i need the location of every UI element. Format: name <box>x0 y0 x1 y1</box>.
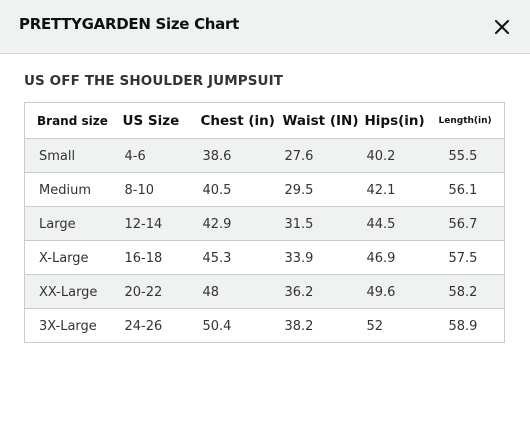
table-cell: 55.5 <box>434 138 505 173</box>
column-header: Chest (in) <box>188 102 275 139</box>
table-cell: 33.9 <box>270 240 353 275</box>
table-cell: 27.6 <box>270 138 353 173</box>
table-cell: Large <box>24 206 111 241</box>
table-cell: 50.4 <box>188 308 271 343</box>
table-cell: 44.5 <box>352 206 435 241</box>
table-cell: 4-6 <box>110 138 189 173</box>
table-cell: 57.5 <box>434 240 505 275</box>
column-header: Brand size <box>24 102 111 139</box>
table-cell: 24-26 <box>110 308 189 343</box>
column-header: US Size <box>110 102 189 139</box>
column-header: Hips(in) <box>352 102 435 139</box>
size-chart-table: Brand size US Size Chest (in) Waist (IN)… <box>24 102 505 343</box>
table-cell: 58.2 <box>434 274 505 309</box>
table-row: XX-Large 20-22 48 36.2 49.6 58.2 <box>24 274 505 309</box>
modal-title: PRETTYGARDEN Size Chart <box>19 15 239 33</box>
table-cell: 40.2 <box>352 138 435 173</box>
column-header: Waist (IN) <box>270 102 359 139</box>
table-cell: 31.5 <box>270 206 353 241</box>
table-cell: 56.1 <box>434 172 505 207</box>
table-row: Medium 8-10 40.5 29.5 42.1 56.1 <box>24 172 505 207</box>
table-cell: 36.2 <box>270 274 353 309</box>
table-cell: 12-14 <box>110 206 189 241</box>
table-cell: 48 <box>188 274 271 309</box>
table-cell: 16-18 <box>110 240 189 275</box>
table-cell: 38.2 <box>270 308 353 343</box>
table-row: Large 12-14 42.9 31.5 44.5 56.7 <box>24 206 505 241</box>
modal-header: PRETTYGARDEN Size Chart <box>0 0 530 54</box>
table-row: Small 4-6 38.6 27.6 40.2 55.5 <box>24 138 505 173</box>
table-cell: 20-22 <box>110 274 189 309</box>
table-cell: 56.7 <box>434 206 505 241</box>
table-cell: 46.9 <box>352 240 435 275</box>
column-header: Length(in) <box>434 102 505 139</box>
table-cell: 45.3 <box>188 240 271 275</box>
section-title: US OFF THE SHOULDER JUMPSUIT <box>24 73 284 89</box>
table-cell: 42.1 <box>352 172 435 207</box>
table-cell: 49.6 <box>352 274 435 309</box>
table-cell: Medium <box>24 172 111 207</box>
table-cell: 40.5 <box>188 172 271 207</box>
table-cell: Small <box>24 138 111 173</box>
table-cell: 3X-Large <box>24 308 111 343</box>
table-cell: 8-10 <box>110 172 189 207</box>
table-cell: 42.9 <box>188 206 271 241</box>
table-cell: 38.6 <box>188 138 271 173</box>
table-cell: XX-Large <box>24 274 111 309</box>
close-button[interactable] <box>489 14 515 40</box>
table-cell: 29.5 <box>270 172 353 207</box>
close-icon[interactable] <box>489 14 515 40</box>
table-row: X-Large 16-18 45.3 33.9 46.9 57.5 <box>24 240 505 275</box>
table-cell: 52 <box>352 308 435 343</box>
table-row: 3X-Large 24-26 50.4 38.2 52 58.9 <box>24 308 505 343</box>
table-header-row: Brand size US Size Chest (in) Waist (IN)… <box>24 102 505 139</box>
table-cell: 58.9 <box>434 308 505 343</box>
table-cell: X-Large <box>24 240 111 275</box>
